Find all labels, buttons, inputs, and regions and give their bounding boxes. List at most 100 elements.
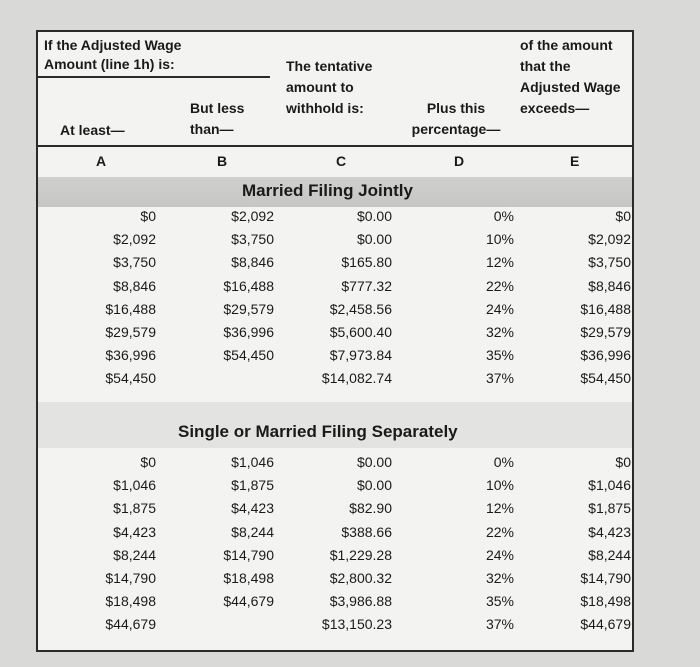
cell-tentative-amount: $0.00: [356, 454, 392, 470]
cell-plus-percentage: 10%: [485, 231, 514, 248]
cell-but-less-than: $18,498: [223, 570, 274, 586]
cell-exceeds-amount: $8,846: [588, 277, 631, 294]
cell-tentative-amount: $777.32: [341, 277, 392, 294]
cell-tentative-amount: $82.90: [349, 500, 392, 517]
cell-but-less-than: $3,750: [231, 231, 274, 248]
cell-tentative-amount: $388.66: [341, 523, 392, 540]
cell-tentative-amount: $1,229.28: [329, 546, 392, 563]
section-band-single: Single or Married Filing Separately: [38, 402, 632, 448]
cell-but-less-than: $16,488: [223, 277, 274, 294]
cell-tentative-amount: $14,082.74: [321, 370, 392, 387]
table-row: $0 $2,092 $0.00 0% $0: [38, 206, 632, 229]
cell-at-least: $0: [140, 454, 156, 470]
cell-exceeds-amount: $8,244: [588, 546, 631, 563]
table-row: $16,488 $29,579 $2,458.56 24% $16,488: [38, 299, 632, 322]
cell-exceeds-amount: $1,046: [588, 477, 631, 494]
cell-plus-percentage: 35%: [485, 347, 514, 364]
cell-exceeds-amount: $18,498: [580, 593, 631, 610]
column-letter-e: E: [570, 153, 580, 169]
cell-exceeds-amount: $54,450: [580, 370, 631, 387]
cell-at-least: $0: [140, 208, 156, 224]
cell-exceeds-amount: $36,996: [580, 347, 631, 364]
cell-plus-percentage: 12%: [485, 500, 514, 517]
cell-plus-percentage: 22%: [485, 277, 514, 294]
cell-but-less-than: $14,790: [223, 546, 274, 563]
table-row: $2,092 $3,750 $0.00 10% $2,092: [38, 229, 632, 252]
cell-plus-percentage: 37%: [485, 616, 514, 633]
cell-tentative-amount: $7,973.84: [329, 347, 392, 364]
cell-plus-percentage: 37%: [485, 370, 514, 387]
cell-plus-percentage: 35%: [485, 593, 514, 610]
cell-tentative-amount: $13,150.23: [321, 616, 392, 633]
cell-at-least: $44,679: [105, 616, 156, 633]
header-divider: [38, 76, 270, 78]
cell-exceeds-amount: $4,423: [588, 523, 631, 540]
table-row: $44,679 $13,150.23 37% $44,679: [38, 614, 632, 637]
cell-but-less-than: $36,996: [223, 324, 274, 340]
cell-tentative-amount: $3,986.88: [329, 593, 392, 610]
cell-at-least: $54,450: [105, 370, 156, 387]
table-row: $8,846 $16,488 $777.32 22% $8,846: [38, 276, 632, 299]
table-row: $4,423 $8,244 $388.66 22% $4,423: [38, 522, 632, 545]
cell-at-least: $36,996: [105, 347, 156, 364]
cell-at-least: $1,046: [113, 477, 156, 494]
section-title: Single or Married Filing Separately: [178, 422, 458, 441]
cell-plus-percentage: 12%: [485, 254, 514, 271]
cell-but-less-than: $54,450: [223, 347, 274, 364]
cell-plus-percentage: 24%: [485, 546, 514, 563]
cell-exceeds-amount: $44,679: [580, 616, 631, 633]
section-title: Married Filing Jointly: [242, 181, 413, 200]
cell-exceeds-amount: $16,488: [580, 300, 631, 317]
cell-but-less-than: $1,875: [231, 477, 274, 494]
column-letter-d: D: [454, 153, 465, 169]
cell-exceeds-amount: $0: [615, 208, 631, 224]
cell-tentative-amount: $0.00: [356, 231, 392, 248]
cell-but-less-than: $1,046: [231, 454, 274, 470]
cell-plus-percentage: 0%: [493, 454, 514, 470]
cell-tentative-amount: $2,800.32: [329, 570, 392, 586]
column-letter-b: B: [217, 153, 228, 169]
cell-plus-percentage: 22%: [485, 523, 514, 540]
column-letters: A B C D E: [38, 147, 632, 177]
cell-at-least: $16,488: [105, 300, 156, 317]
section-band-married-jointly: Married Filing Jointly: [38, 177, 632, 207]
column-letter-a: A: [96, 153, 107, 169]
table-row: $29,579 $36,996 $5,600.40 32% $29,579: [38, 322, 632, 345]
cell-exceeds-amount: $1,875: [588, 500, 631, 517]
cell-at-least: $14,790: [105, 570, 156, 586]
cell-but-less-than: $29,579: [223, 300, 274, 317]
table-row: $14,790 $18,498 $2,800.32 32% $14,790: [38, 568, 632, 591]
cell-exceeds-amount: $0: [615, 454, 631, 470]
table-row: $8,244 $14,790 $1,229.28 24% $8,244: [38, 545, 632, 568]
column-letter-c: C: [336, 153, 347, 169]
header-at-least: At least—: [60, 122, 125, 138]
cell-but-less-than: $4,423: [231, 500, 274, 517]
header-but-less: But less than—: [190, 100, 245, 137]
cell-at-least: $4,423: [113, 523, 156, 540]
cell-at-least: $2,092: [113, 231, 156, 248]
header-rule: [38, 145, 632, 147]
cell-plus-percentage: 10%: [485, 477, 514, 494]
header-plus-percentage: Plus this percentage—: [411, 100, 501, 137]
cell-but-less-than: $8,846: [231, 254, 274, 271]
cell-plus-percentage: 0%: [493, 208, 514, 224]
header-title: If the Adjusted Wage Amount (line 1h) is…: [44, 37, 182, 72]
cell-exceeds-amount: $29,579: [580, 324, 631, 340]
header-tentative: The tentative amount to withhold is:: [286, 58, 373, 116]
table-row: $0 $1,046 $0.00 0% $0: [38, 452, 632, 475]
table-row: $54,450 $14,082.74 37% $54,450: [38, 368, 632, 391]
cell-at-least: $18,498: [105, 593, 156, 610]
table-header: If the Adjusted Wage Amount (line 1h) is…: [38, 32, 632, 177]
cell-but-less-than: $8,244: [231, 523, 274, 540]
header-exceeds: of the amount that the Adjusted Wage exc…: [520, 37, 621, 116]
cell-tentative-amount: $165.80: [341, 254, 392, 271]
withholding-table: If the Adjusted Wage Amount (line 1h) is…: [36, 30, 634, 652]
cell-tentative-amount: $2,458.56: [329, 300, 392, 317]
cell-tentative-amount: $0.00: [356, 208, 392, 224]
table-row: $1,875 $4,423 $82.90 12% $1,875: [38, 498, 632, 521]
table-row: $1,046 $1,875 $0.00 10% $1,046: [38, 475, 632, 498]
cell-at-least: $8,244: [113, 546, 156, 563]
table-row: $18,498 $44,679 $3,986.88 35% $18,498: [38, 591, 632, 614]
cell-plus-percentage: 32%: [485, 324, 514, 340]
cell-but-less-than: $44,679: [223, 593, 274, 610]
